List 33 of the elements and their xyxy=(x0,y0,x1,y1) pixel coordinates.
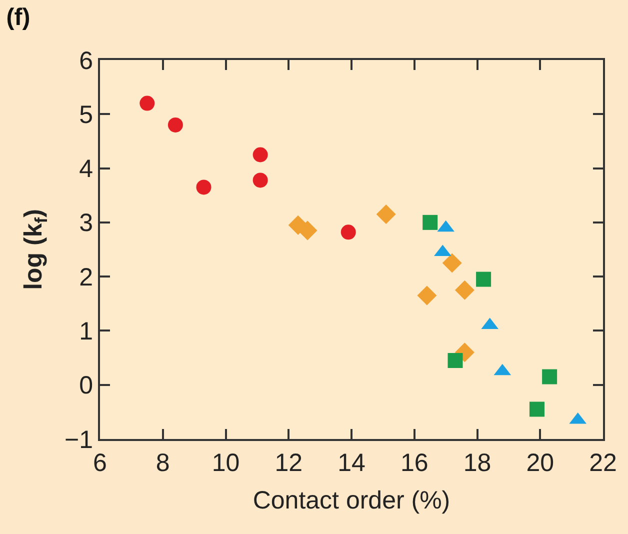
x-tick-label: 10 xyxy=(212,449,240,477)
x-tick-label: 18 xyxy=(463,449,492,477)
point xyxy=(442,253,462,273)
point xyxy=(454,280,474,300)
point xyxy=(196,180,212,195)
x-tick-label: 8 xyxy=(156,449,170,477)
point xyxy=(140,96,155,111)
chart-title: (f) xyxy=(6,4,30,31)
point xyxy=(417,286,437,306)
y-tick-label: 3 xyxy=(79,209,93,238)
point xyxy=(340,224,356,240)
point xyxy=(168,117,183,132)
y-tick-label: 6 xyxy=(79,46,93,75)
y-tick-label: −1 xyxy=(64,426,93,454)
point xyxy=(476,272,492,287)
point xyxy=(376,204,396,224)
x-tick-label: 14 xyxy=(338,449,366,477)
y-tick-label: 2 xyxy=(79,263,93,292)
x-tick-label: 16 xyxy=(400,449,428,477)
point xyxy=(542,369,558,384)
x-axis-title: Contact order (%) xyxy=(252,486,450,514)
point xyxy=(529,402,544,417)
x-tick-label: 12 xyxy=(274,449,303,477)
x-tick-label: 20 xyxy=(526,449,554,477)
point xyxy=(422,214,438,230)
y-tick-label: 0 xyxy=(79,372,93,400)
x-tick-label: 22 xyxy=(589,449,617,477)
y-tick-label: 1 xyxy=(79,317,93,346)
y-tick-label: 4 xyxy=(79,155,94,184)
point xyxy=(252,172,268,188)
point xyxy=(448,352,463,368)
point xyxy=(252,147,268,162)
y-tick-label: 5 xyxy=(79,100,93,129)
